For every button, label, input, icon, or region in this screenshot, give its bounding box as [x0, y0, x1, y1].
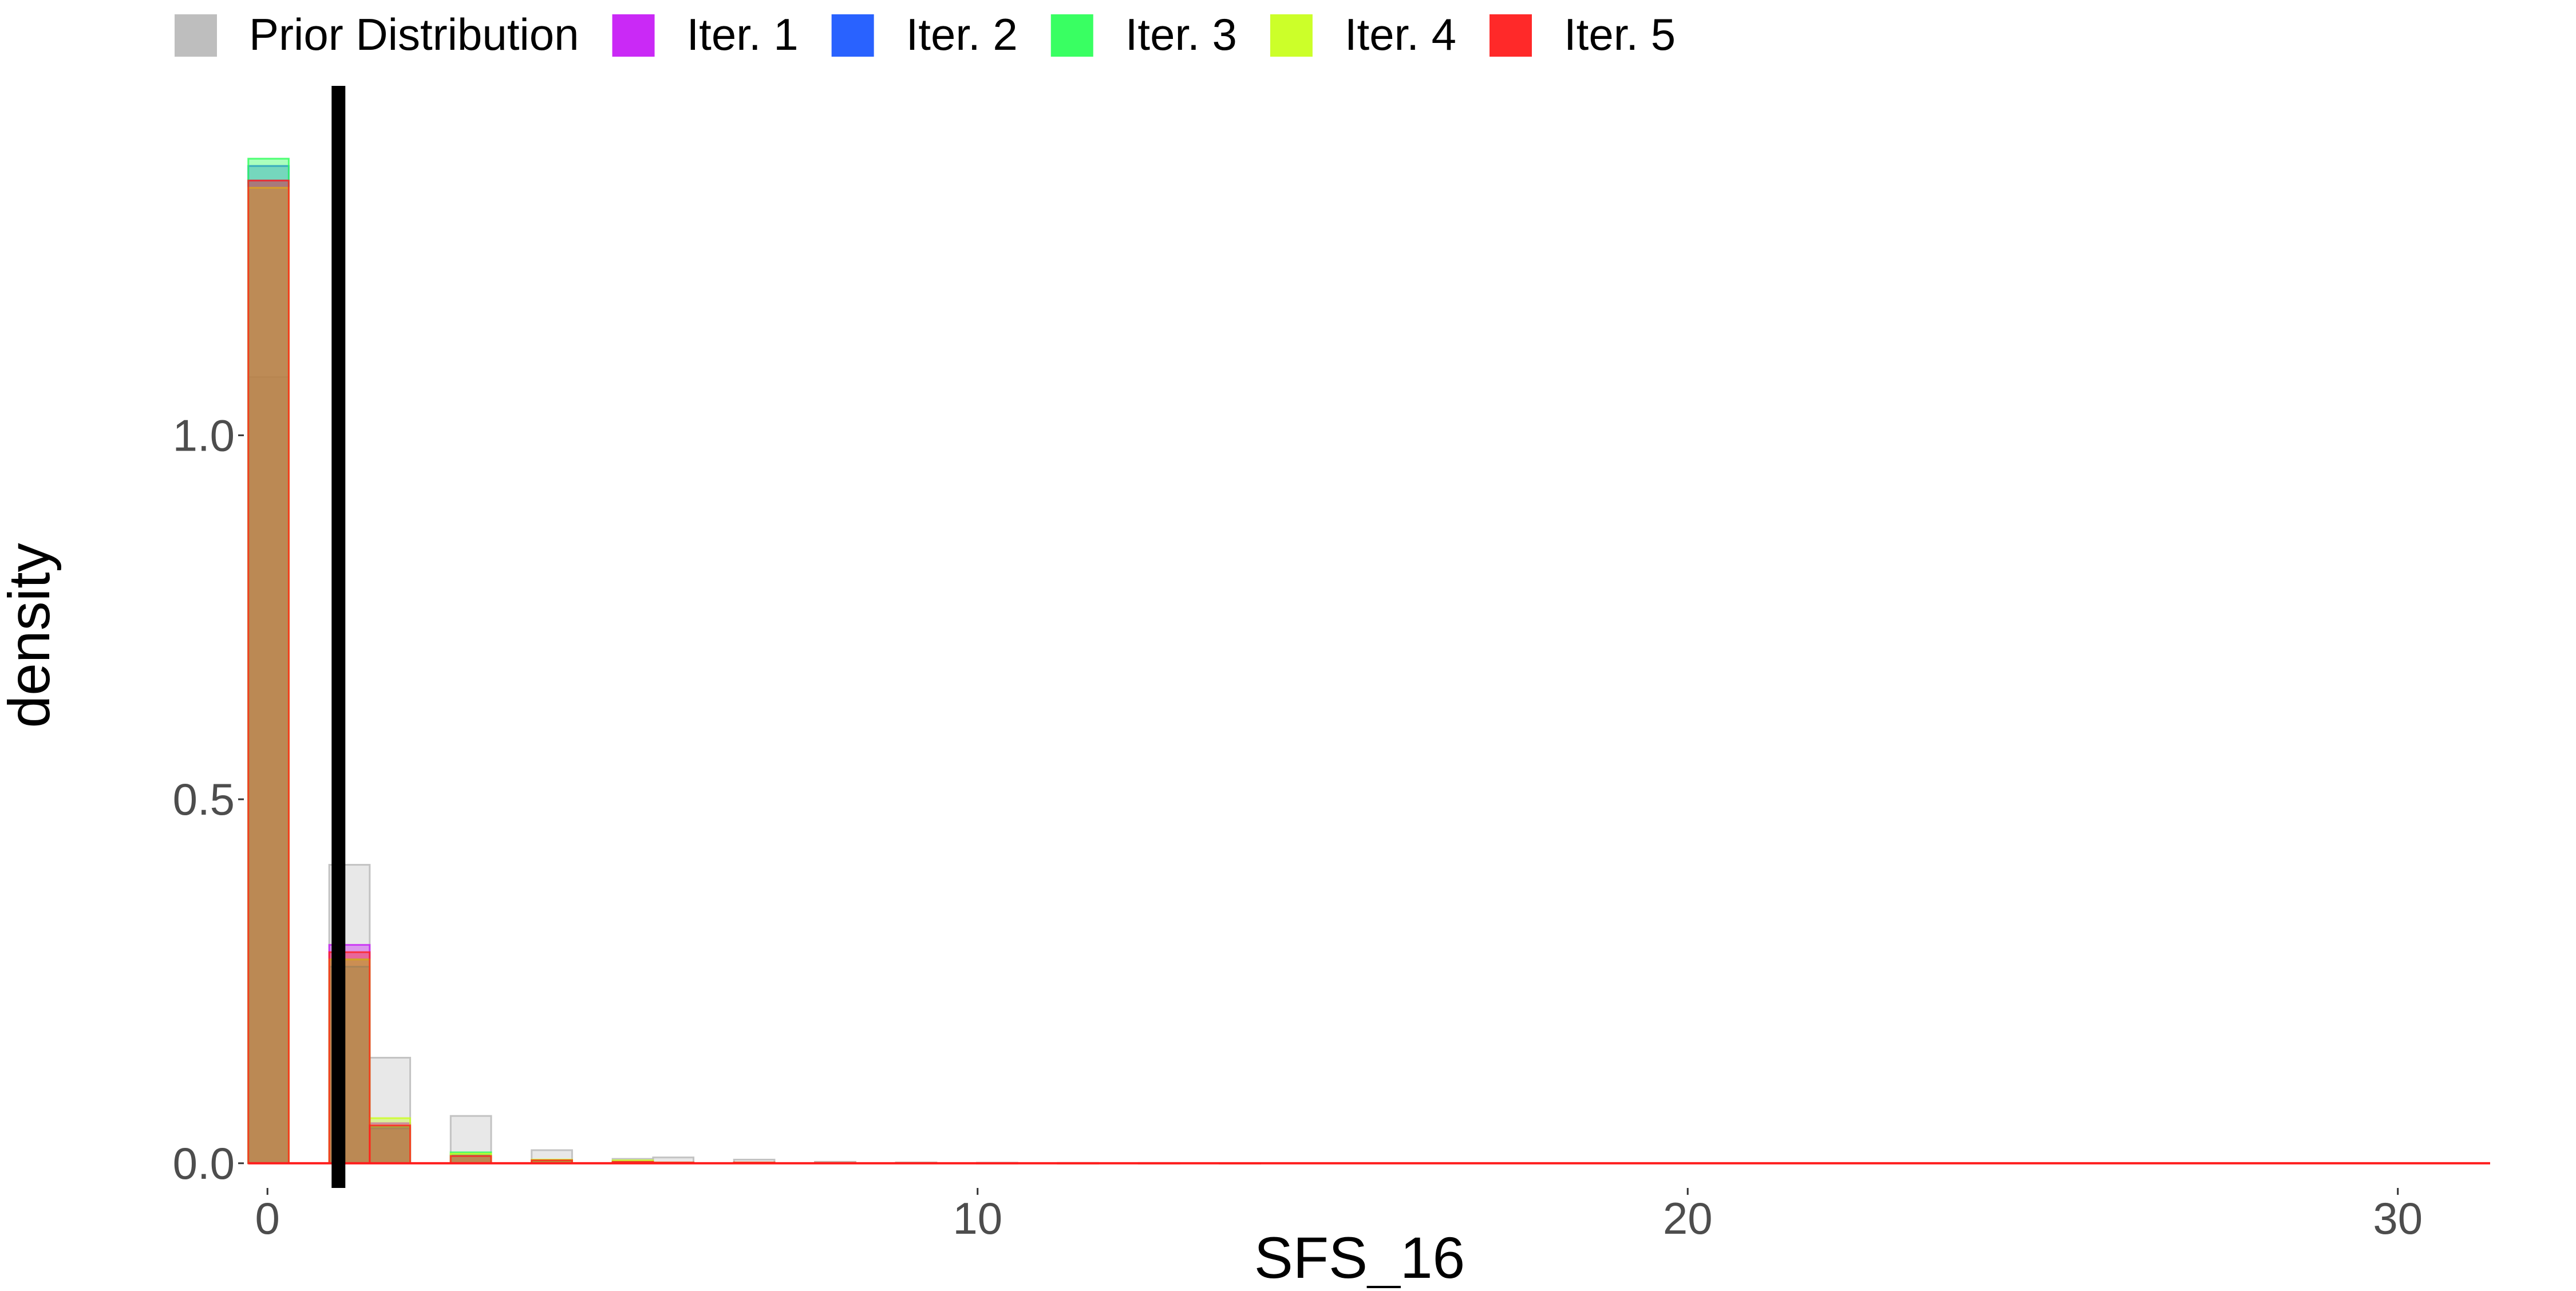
y-axis-title: density	[0, 543, 62, 728]
legend-item: Iter. 5	[1490, 9, 1676, 60]
series-5	[247, 179, 1261, 1164]
legend-label: Prior Distribution	[249, 9, 579, 60]
bar	[369, 1124, 412, 1164]
legend-item: Iter. 4	[1270, 9, 1456, 60]
series-3	[247, 157, 1261, 1164]
x-tick-label: 20	[1663, 1193, 1713, 1243]
series-1	[247, 179, 1261, 1164]
legend-item: Iter. 2	[831, 9, 1018, 60]
legend-key	[612, 14, 655, 57]
bar	[247, 157, 290, 1164]
bar	[247, 165, 290, 1164]
legend-key	[175, 14, 217, 57]
legend-key	[831, 14, 874, 57]
bar	[369, 1127, 412, 1164]
legend-label: Iter. 4	[1345, 9, 1456, 60]
x-tick-label: 0	[255, 1193, 280, 1243]
y-tick-label: 0.5	[173, 774, 235, 824]
y-tick-label: 1.0	[173, 410, 235, 460]
legend-item: Prior Distribution	[175, 9, 579, 60]
x-tick-label: 30	[2373, 1193, 2423, 1243]
legend-item: Iter. 1	[612, 9, 799, 60]
x-axis-title: SFS_16	[1254, 1225, 1465, 1288]
series-0	[247, 376, 1261, 1164]
x-tick-label: 10	[953, 1193, 1002, 1243]
series-4	[247, 187, 1261, 1164]
legend-label: Iter. 1	[687, 9, 799, 60]
y-axis: 0.0 0.5 1.0	[173, 410, 244, 1189]
legend-key	[1270, 14, 1313, 57]
legend-key	[1490, 14, 1532, 57]
legend-label: Iter. 3	[1125, 9, 1237, 60]
legend-label: Iter. 2	[906, 9, 1018, 60]
x-axis: 0 10 20 30	[255, 1188, 2423, 1243]
legend-key	[1050, 14, 1093, 57]
legend: Prior Distribution Iter. 1 Iter. 2 Iter. 3 I…	[175, 9, 1676, 60]
y-tick-label: 0.0	[173, 1138, 235, 1189]
histogram-bars	[247, 157, 1261, 1164]
bar	[247, 376, 290, 1164]
series-2	[247, 165, 1261, 1164]
legend-item: Iter. 3	[1050, 9, 1237, 60]
bar	[247, 179, 290, 1164]
legend-label: Iter. 5	[1564, 9, 1676, 60]
